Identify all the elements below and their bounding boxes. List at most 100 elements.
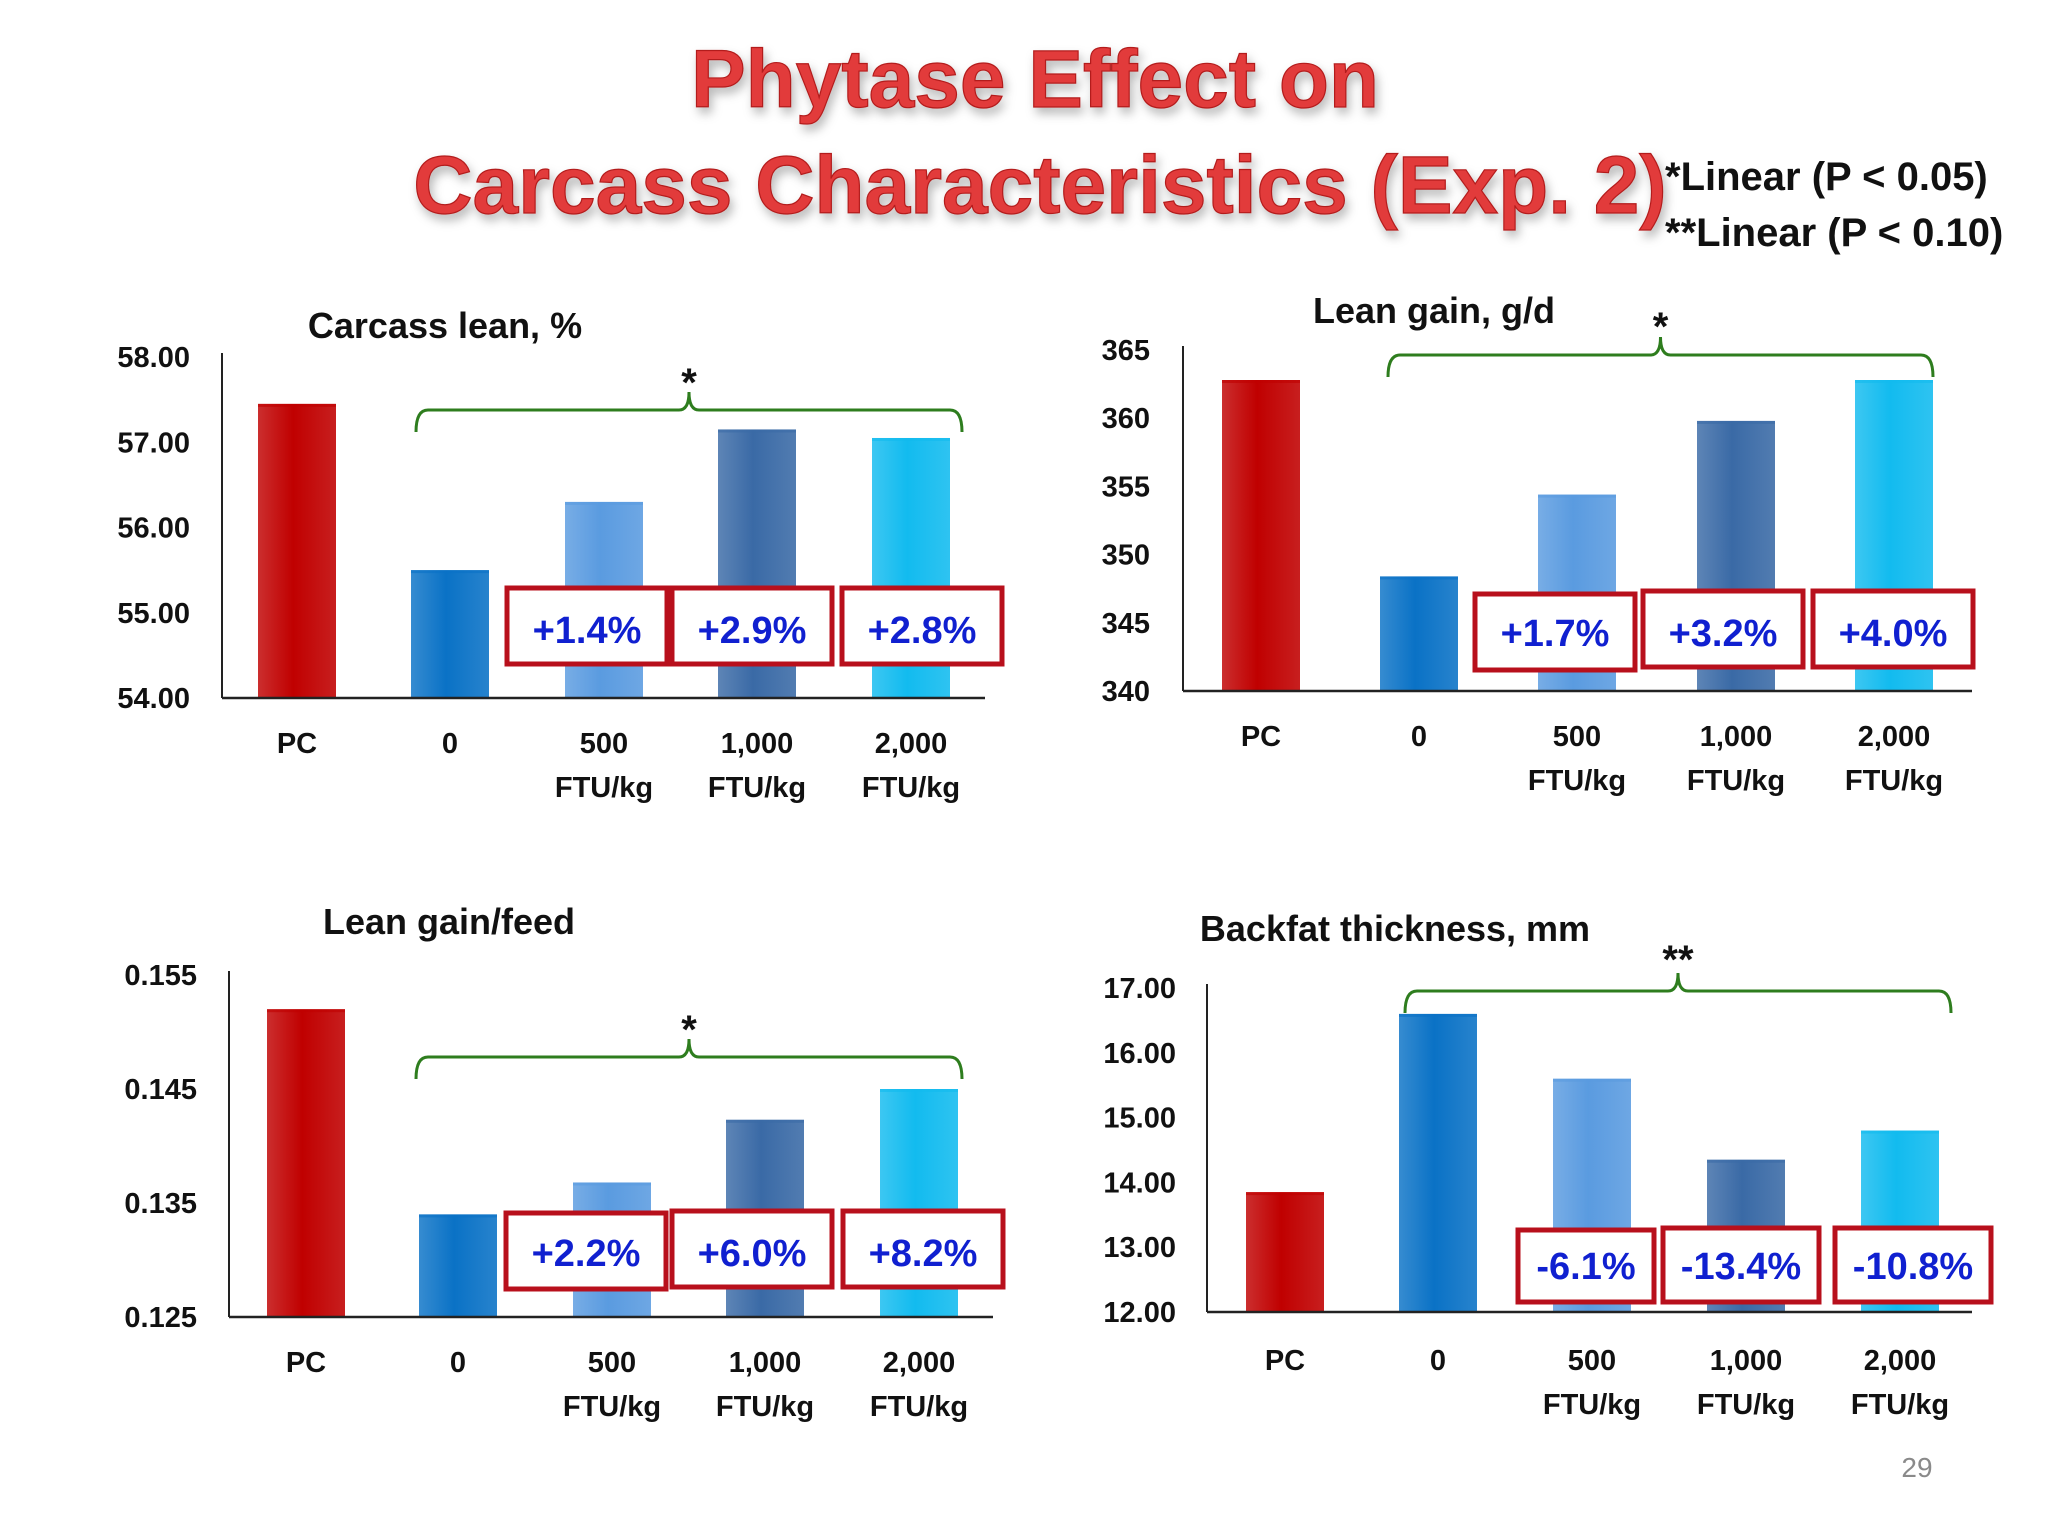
significance-marker: ** — [1662, 938, 1694, 982]
change-label: +8.2% — [869, 1233, 978, 1275]
category-label: 2,000 — [875, 728, 948, 760]
change-label: -6.1% — [1536, 1246, 1635, 1288]
change-label: +3.2% — [1669, 613, 1778, 655]
bar-top-edge — [1855, 380, 1933, 384]
change-label: +4.0% — [1839, 613, 1948, 655]
category-label: PC — [277, 728, 317, 760]
category-label: 2,000 — [1864, 1345, 1937, 1377]
y-tick-label: 55.00 — [117, 598, 190, 630]
category-label: FTU/kg — [862, 772, 960, 804]
y-tick-label: 0.135 — [124, 1188, 197, 1220]
significance-brace — [1386, 336, 1935, 378]
category-label: FTU/kg — [870, 1391, 968, 1423]
bar-phytase-1 — [1380, 576, 1458, 691]
change-label: +2.2% — [532, 1233, 641, 1275]
significance-brace — [1403, 972, 1953, 1014]
bar-top-edge — [573, 1182, 651, 1186]
y-tick-label: 13.00 — [1103, 1232, 1176, 1264]
significance-marker: * — [1653, 305, 1669, 349]
category-label: FTU/kg — [1687, 765, 1785, 797]
change-label: +1.7% — [1501, 613, 1610, 655]
change-label: +6.0% — [698, 1233, 807, 1275]
significance-marker: * — [681, 1008, 697, 1052]
change-label: +2.8% — [868, 610, 977, 652]
change-label: -10.8% — [1853, 1246, 1973, 1288]
bar-top-edge — [1399, 1013, 1477, 1017]
significance-marker: * — [681, 361, 697, 405]
bar-top-edge — [565, 501, 643, 505]
category-label: 0 — [450, 1347, 466, 1379]
bar-pc — [1222, 380, 1300, 691]
bar-top-edge — [1707, 1159, 1785, 1163]
category-label: 500 — [588, 1347, 636, 1379]
bar-pc — [267, 1009, 345, 1317]
category-label: FTU/kg — [1845, 765, 1943, 797]
significance-brace — [414, 1038, 964, 1080]
change-label-box — [1472, 591, 1638, 673]
y-tick-label: 54.00 — [117, 683, 190, 715]
slide-title-line2: Carcass Characteristics (Exp. 2) — [413, 140, 1666, 231]
chart-backfat-thickness: Backfat thickness, mm 12.00 13.00 14.00 15.0… — [1103, 908, 1994, 1421]
change-label-box — [1515, 1227, 1657, 1305]
category-label: 500 — [1553, 721, 1601, 753]
y-tick-label: 12.00 — [1103, 1297, 1176, 1329]
category-label: PC — [1241, 721, 1281, 753]
bar-top-edge — [726, 1119, 804, 1123]
category-label: FTU/kg — [563, 1391, 661, 1423]
chart-carcass-lean: Carcass lean, % 54.00 55.00 56.00 57.00 58.00… — [117, 305, 1005, 804]
change-label-box — [669, 1208, 835, 1290]
category-label: 1,000 — [1700, 721, 1773, 753]
note-linear-p010: **Linear (P < 0.10) — [1665, 211, 2003, 255]
bar-top-edge — [718, 429, 796, 433]
change-label-box — [1640, 588, 1806, 670]
bar-pc — [1246, 1192, 1324, 1312]
change-label-box — [840, 1208, 1006, 1290]
y-tick-label: 14.00 — [1103, 1167, 1176, 1199]
chart-title: Carcass lean, % — [308, 305, 582, 346]
bar-top-edge — [1246, 1192, 1324, 1196]
bar-top-edge — [1697, 420, 1775, 424]
category-label: FTU/kg — [1697, 1389, 1795, 1421]
category-label: PC — [286, 1347, 326, 1379]
y-tick-label: 0.145 — [124, 1074, 197, 1106]
change-label: +2.9% — [698, 610, 807, 652]
note-linear-p005: *Linear (P < 0.05) — [1665, 155, 1988, 199]
category-label: FTU/kg — [1528, 765, 1626, 797]
change-label-box — [839, 585, 1005, 667]
bar-top-edge — [1861, 1130, 1939, 1134]
bar-pc — [258, 403, 336, 698]
bar-top-edge — [1553, 1078, 1631, 1082]
category-label: FTU/kg — [1851, 1389, 1949, 1421]
change-label-box — [1810, 588, 1976, 670]
y-tick-label: 360 — [1102, 403, 1150, 435]
category-label: PC — [1265, 1345, 1305, 1377]
chart-title: Lean gain, g/d — [1313, 290, 1555, 331]
y-tick-label: 58.00 — [117, 342, 190, 374]
bar-top-edge — [419, 1214, 497, 1218]
y-tick-label: 340 — [1102, 676, 1150, 708]
bar-phytase-1 — [419, 1214, 497, 1317]
y-tick-label: 345 — [1102, 608, 1150, 640]
change-label-box — [1660, 1225, 1822, 1305]
category-label: 1,000 — [729, 1347, 802, 1379]
category-label: FTU/kg — [1543, 1389, 1641, 1421]
y-tick-label: 355 — [1102, 471, 1150, 503]
y-tick-label: 0.125 — [124, 1302, 197, 1334]
category-label: 0 — [1411, 721, 1427, 753]
y-tick-label: 17.00 — [1103, 973, 1176, 1005]
chart-title: Backfat thickness, mm — [1200, 908, 1590, 949]
chart-lean-gain: Lean gain, g/d 340 345 350 355 360 365 PC 0 500 FT… — [1102, 290, 1976, 797]
y-tick-label: 57.00 — [117, 427, 190, 459]
bar-top-edge — [880, 1089, 958, 1092]
category-label: 1,000 — [721, 728, 794, 760]
bar-top-edge — [872, 437, 950, 441]
change-label: +1.4% — [533, 610, 642, 652]
y-tick-label: 16.00 — [1103, 1038, 1176, 1070]
y-tick-label: 56.00 — [117, 513, 190, 545]
category-label: 2,000 — [883, 1347, 956, 1379]
bar-top-edge — [267, 1009, 345, 1013]
category-label: FTU/kg — [555, 772, 653, 804]
category-label: 0 — [442, 728, 458, 760]
y-tick-label: 0.155 — [124, 960, 197, 992]
